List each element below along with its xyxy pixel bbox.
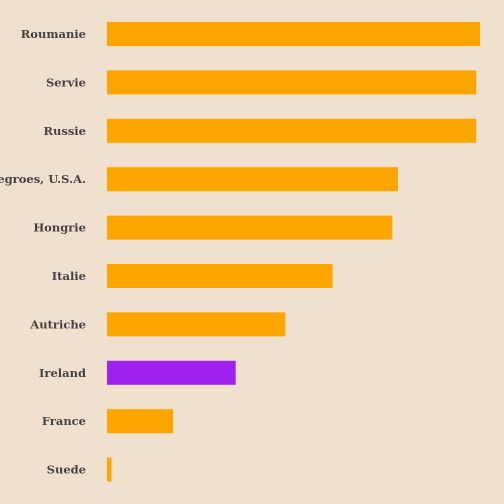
- category-label-france: France: [42, 414, 86, 428]
- category-labels-group: Roumanie Servie Russie Negroes, U.S.A. Hongr…: [0, 27, 86, 477]
- category-label-russie: Russie: [43, 124, 86, 138]
- bar-france: [107, 409, 174, 434]
- category-label-italie: Italie: [52, 269, 86, 283]
- category-label-suede: Suede: [47, 463, 86, 477]
- category-label-hongrie: Hongrie: [33, 221, 86, 235]
- category-label-ireland: Ireland: [39, 366, 86, 380]
- category-label-autriche: Autriche: [29, 317, 86, 331]
- bars-group: [107, 22, 480, 482]
- bar-italie: [107, 264, 333, 288]
- category-label-negroes-u-s-a: Negroes, U.S.A.: [0, 172, 86, 186]
- bar-servie: [107, 70, 477, 95]
- bar-autriche: [107, 312, 286, 337]
- bar-negroes-u-s-a: [107, 167, 398, 192]
- category-label-servie: Servie: [46, 75, 86, 89]
- bar-ireland: [107, 360, 236, 385]
- category-label-roumanie: Roumanie: [21, 27, 86, 41]
- bar-suede: [107, 457, 112, 482]
- bar-hongrie: [107, 215, 393, 240]
- bar-roumanie: [107, 22, 480, 46]
- bar-russie: [107, 118, 477, 143]
